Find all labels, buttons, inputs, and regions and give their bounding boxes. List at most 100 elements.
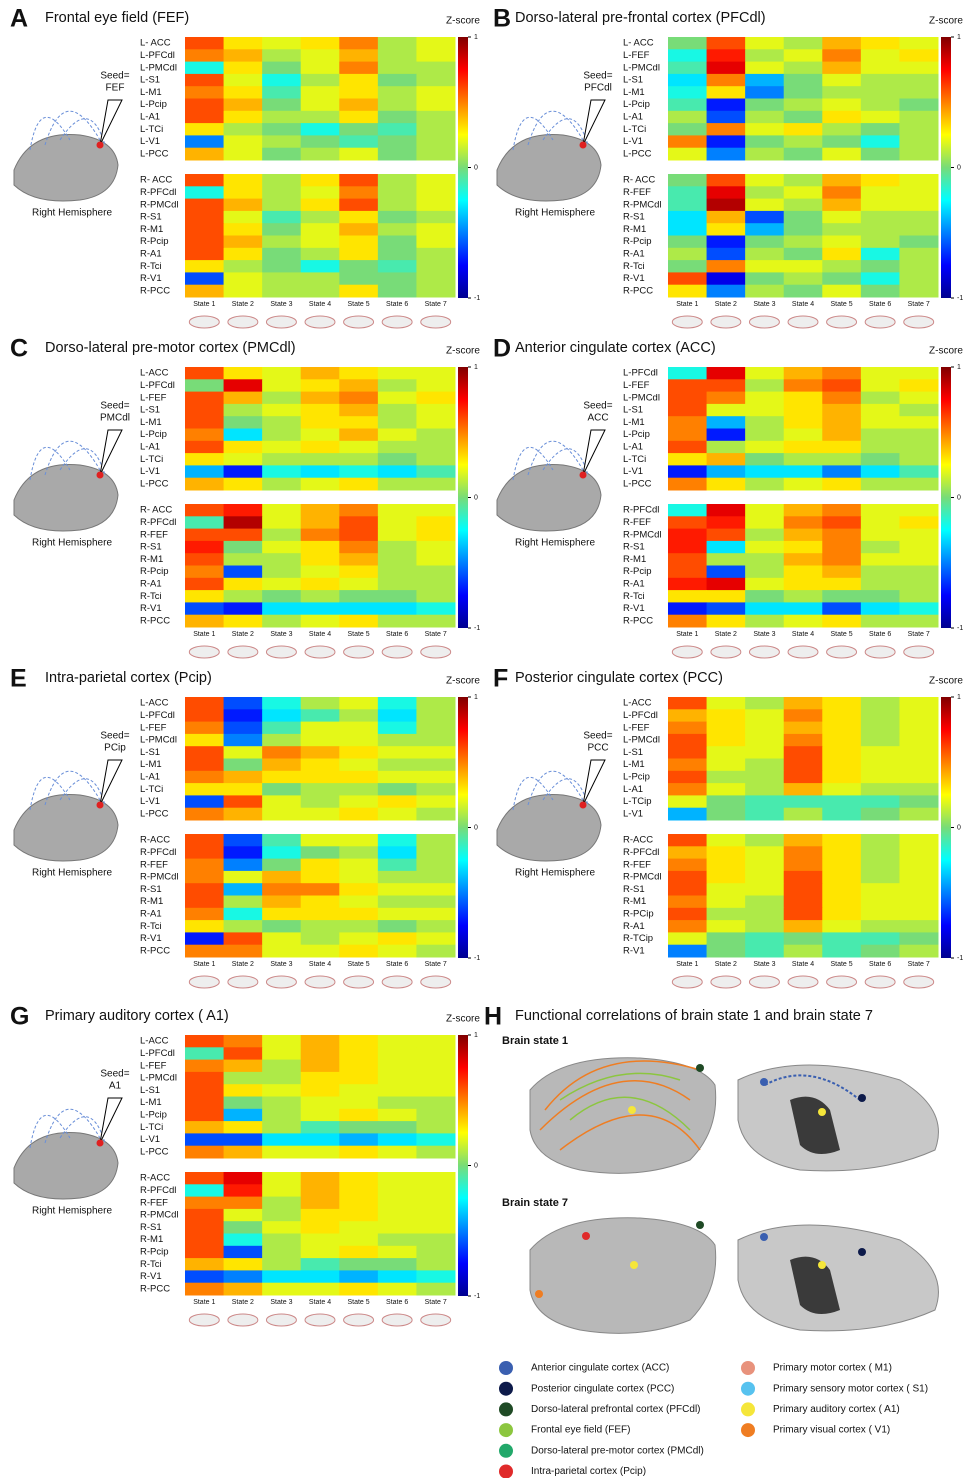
legend-swatch (741, 1423, 755, 1437)
heatmap-cell (301, 504, 340, 517)
heatmap-cell (224, 920, 263, 933)
legend-swatch (741, 1382, 755, 1396)
state-label: State 3 (753, 631, 775, 638)
heatmap-cell (224, 566, 263, 579)
heatmap-cell (668, 932, 707, 945)
heatmap-cell (899, 211, 938, 224)
heatmap-cell (899, 49, 938, 62)
heatmap-cell (301, 541, 340, 554)
legend-swatch (499, 1465, 513, 1478)
row-label: R-S1 (623, 542, 645, 553)
heatmap-cell (899, 759, 938, 772)
heatmap-cell (822, 945, 861, 958)
state-label: State 1 (193, 301, 215, 308)
heatmap-cell (301, 795, 340, 808)
heatmap-cell (707, 379, 746, 392)
row-label: R-PFCdl (623, 847, 659, 858)
heatmap-cell (378, 1172, 417, 1185)
heatmap-cell (822, 379, 861, 392)
heatmap-cell (339, 734, 378, 747)
row-label: R-M1 (140, 554, 163, 565)
heatmap-cell (861, 932, 900, 945)
state-label: State 7 (425, 1299, 447, 1306)
heatmap-cell (339, 37, 378, 50)
row-label: R-PCC (623, 615, 653, 626)
heatmap-cell (378, 1197, 417, 1210)
heatmap-cell (185, 248, 224, 261)
state-label: State 3 (270, 961, 292, 968)
colorbar-label: Z-score (929, 346, 963, 357)
heatmap-cell (707, 871, 746, 884)
state-thumbnail (189, 976, 219, 988)
heatmap-cell (416, 734, 455, 747)
heatmap-cell (861, 795, 900, 808)
heatmap-cell (301, 722, 340, 735)
state-label: State 5 (830, 961, 852, 968)
colorbar-tick-label: 1 (957, 364, 961, 371)
heatmap-cell (378, 99, 417, 112)
heatmap-cell (899, 541, 938, 554)
heatmap-cell (861, 516, 900, 529)
row-label: L-V1 (623, 136, 643, 147)
heatmap-cell (707, 834, 746, 847)
heatmap-cell (301, 49, 340, 62)
legend-label: Posterior cingulate cortex (PCC) (531, 1383, 674, 1394)
colorbar-tick-label: 0 (474, 1162, 478, 1169)
heatmap-cell (668, 416, 707, 429)
heatmap-cell (185, 553, 224, 566)
state-label: State 1 (676, 301, 698, 308)
heatmap-cell (745, 908, 784, 921)
heatmap-cell (899, 795, 938, 808)
heatmap-cell (224, 174, 263, 187)
heatmap-cell (822, 615, 861, 628)
row-label: R-A1 (140, 908, 162, 919)
heatmap-cell (707, 859, 746, 872)
row-label: R-V1 (140, 933, 162, 944)
heatmap-cell (301, 367, 340, 380)
row-label: R-Tci (623, 261, 645, 272)
heatmap-cell (707, 211, 746, 224)
heatmap-cell (224, 1035, 263, 1048)
heatmap-cell (378, 945, 417, 958)
heatmap-cell (416, 516, 455, 529)
heatmap-cell (339, 1109, 378, 1122)
heatmap-cell (822, 285, 861, 298)
heatmap-cell (301, 783, 340, 796)
heatmap-cell (861, 404, 900, 417)
heatmap-cell (185, 529, 224, 542)
state-thumbnail (672, 976, 702, 988)
heatmap-cell (185, 795, 224, 808)
row-label: L-V1 (140, 796, 160, 807)
heatmap-cell (668, 174, 707, 187)
heatmap-cell (339, 759, 378, 772)
heatmap-cell (185, 285, 224, 298)
heatmap-cell (668, 808, 707, 821)
row-label: L-M1 (623, 417, 645, 428)
heatmap-cell (301, 945, 340, 958)
heatmap-cell (185, 478, 224, 491)
heatmap-cell (822, 759, 861, 772)
heatmap-cell (301, 86, 340, 99)
heatmap-cell (416, 1072, 455, 1085)
hemisphere-label: Right Hemisphere (32, 1206, 112, 1217)
colorbar-tick-label: -1 (474, 295, 480, 302)
state-label: State 5 (830, 301, 852, 308)
heatmap-cell (861, 99, 900, 112)
seed-label: Seed= (100, 71, 129, 82)
heatmap-cell (262, 883, 301, 896)
heatmap-cell (822, 553, 861, 566)
heatmap-cell (668, 834, 707, 847)
heatmap-cell (378, 1109, 417, 1122)
row-label: R-PCC (140, 615, 170, 626)
colorbar (941, 37, 951, 298)
heatmap-cell (224, 211, 263, 224)
heatmap-cell (668, 771, 707, 784)
hemisphere-label: Right Hemisphere (32, 208, 112, 219)
heatmap-cell (224, 529, 263, 542)
state-label: State 2 (232, 631, 254, 638)
legend-label: Frontal eye field (FEF) (531, 1425, 630, 1436)
heatmap-cell (339, 465, 378, 478)
hemisphere-label: Right Hemisphere (515, 208, 595, 219)
state-thumbnail (749, 316, 779, 328)
row-label: R-ACC (140, 835, 170, 846)
